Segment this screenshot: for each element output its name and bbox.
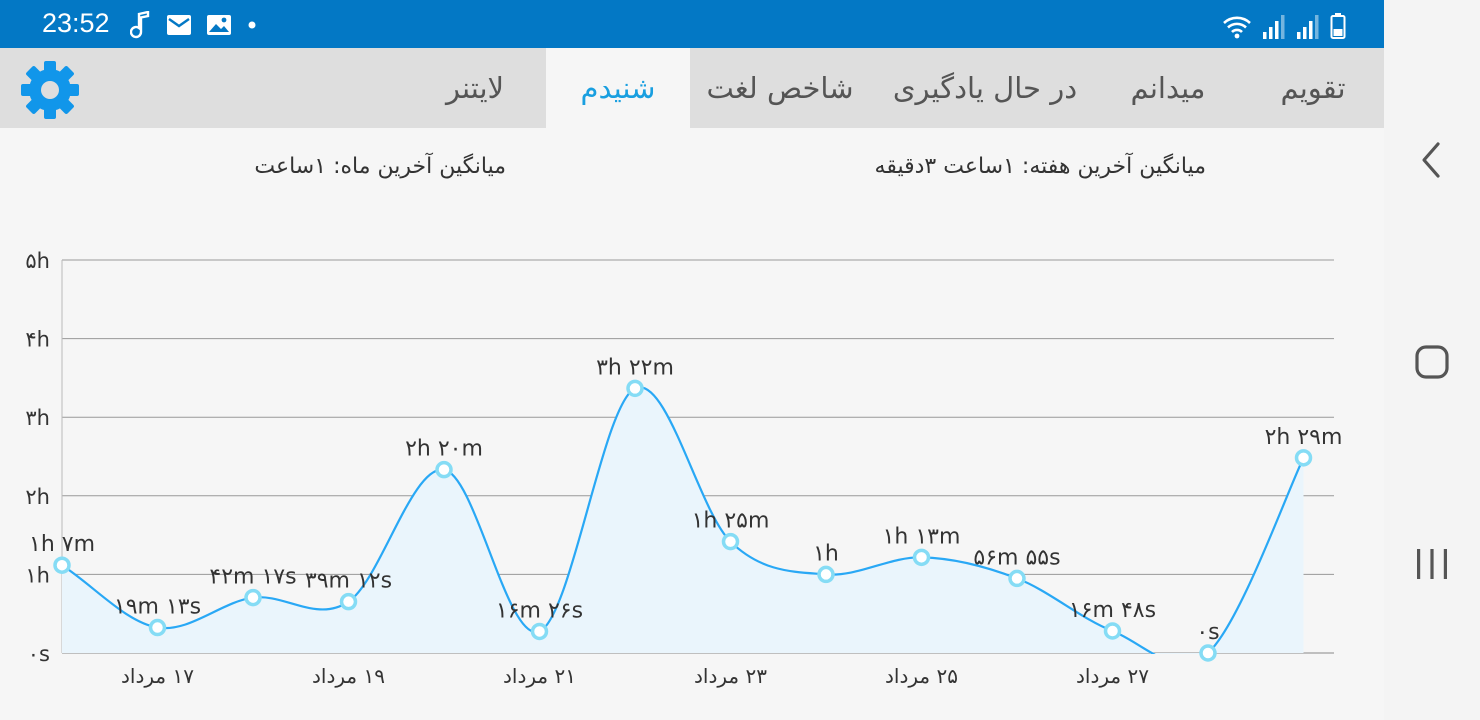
- data-point: [435, 460, 453, 479]
- data-label: ۱h ۲۵m: [692, 509, 770, 534]
- data-label: ۱۹m ۱۳s: [114, 595, 201, 620]
- data-label: ۱h ۱۳m: [883, 524, 961, 549]
- gear-icon: [21, 61, 79, 119]
- data-point: [148, 618, 167, 637]
- tab-heard[interactable]: شنیدم: [546, 48, 690, 128]
- home-button[interactable]: [1412, 342, 1452, 382]
- mail-icon: [167, 15, 191, 35]
- y-tick-label: ۱h: [25, 563, 50, 587]
- x-tick-label: ۱۹ مرداد: [312, 664, 385, 688]
- status-notification-icons: [130, 10, 258, 40]
- data-point: [721, 532, 740, 551]
- data-point: [53, 556, 71, 574]
- status-system-icons: [1222, 10, 1346, 40]
- x-tick-label: ۲۵ مرداد: [885, 664, 958, 688]
- data-point: [626, 379, 644, 398]
- data-point: [1294, 449, 1313, 467]
- week-average: میانگین آخرین هفته: ۱ساعت ۳دقیقه: [874, 154, 1206, 179]
- data-label: ۲h ۲۹m: [1265, 425, 1343, 450]
- signal-icon: [1263, 15, 1285, 39]
- back-button[interactable]: [1412, 140, 1452, 180]
- y-tick-label: ۰s: [28, 642, 50, 666]
- battery-icon: [1330, 13, 1346, 39]
- data-label: ۱h: [813, 541, 839, 566]
- navigation-bar: [1384, 0, 1480, 720]
- data-point: [530, 622, 549, 641]
- image-icon: [207, 15, 231, 35]
- data-label: ۲h ۲۰m: [405, 437, 483, 462]
- recents-button[interactable]: [1412, 544, 1452, 584]
- x-tick-label: ۲۳ مرداد: [694, 664, 767, 688]
- tab-leitner[interactable]: لایتنر: [445, 71, 505, 105]
- tab-calendar[interactable]: تقویم: [1280, 71, 1346, 105]
- y-tick-label: ۲h: [25, 485, 50, 509]
- tab-learning[interactable]: در حال یادگیری: [892, 71, 1078, 105]
- recents-icon: [1417, 549, 1447, 579]
- series-line: [62, 386, 1305, 654]
- x-tick-label: ۲۱ مرداد: [503, 664, 576, 688]
- wifi-icon: [1223, 16, 1251, 39]
- tab-word-index[interactable]: شاخص لغت: [706, 71, 854, 105]
- data-label: ۰s: [1196, 620, 1219, 645]
- signal-icon: [1297, 15, 1319, 39]
- data-label: ۵۶m ۵۵s: [973, 545, 1060, 570]
- data-label: ۱h ۷m: [29, 532, 95, 557]
- chevron-left-icon: [1422, 142, 1440, 178]
- status-time: 23:52: [42, 8, 110, 38]
- stats-panel: میانگین آخرین هفته: ۱ساعت ۳دقیقه میانگین…: [0, 128, 1384, 720]
- data-label: ۴۲m ۱۷s: [209, 565, 296, 590]
- month-average: میانگین آخرین ماه: ۱ساعت: [254, 154, 506, 179]
- data-point: [912, 548, 931, 567]
- data-point: [244, 588, 262, 607]
- status-bar: 23:52: [0, 0, 1384, 48]
- data-point: [339, 592, 358, 611]
- data-point: [1008, 569, 1026, 588]
- tab-known[interactable]: میدانم: [1130, 71, 1206, 105]
- y-tick-label: ۳h: [25, 406, 50, 430]
- data-label: ۳۹m ۱۲s: [305, 569, 392, 594]
- data-point: [1199, 644, 1217, 662]
- data-label: ۳h ۲۲m: [596, 355, 674, 380]
- settings-button[interactable]: [18, 58, 82, 122]
- data-point: [1103, 622, 1122, 640]
- listening-time-chart: ۰s ۱h ۲h ۳h ۴h ۵h ۱h ۷m ۱۹m ۱۳s ۴۲m ۱۷s ۳۹m ۱۲s ۲h…: [25, 249, 1343, 688]
- data-point: [817, 565, 835, 584]
- x-tick-label: ۲۷ مرداد: [1076, 664, 1149, 688]
- series-area: [62, 387, 1304, 654]
- dot-icon: [248, 21, 256, 29]
- tab-bar: تقویم میدانم در حال یادگیری شاخص لغت شنی…: [0, 48, 1384, 128]
- x-tick-label: ۱۷ مرداد: [121, 664, 194, 688]
- home-square-icon: [1415, 345, 1449, 379]
- data-label: ۱۶m ۲۶s: [496, 598, 583, 623]
- y-tick-label: ۵h: [25, 249, 50, 273]
- y-tick-label: ۴h: [25, 328, 50, 352]
- data-label: ۱۶m ۴۸s: [1069, 598, 1156, 623]
- music-note-icon: [130, 11, 150, 39]
